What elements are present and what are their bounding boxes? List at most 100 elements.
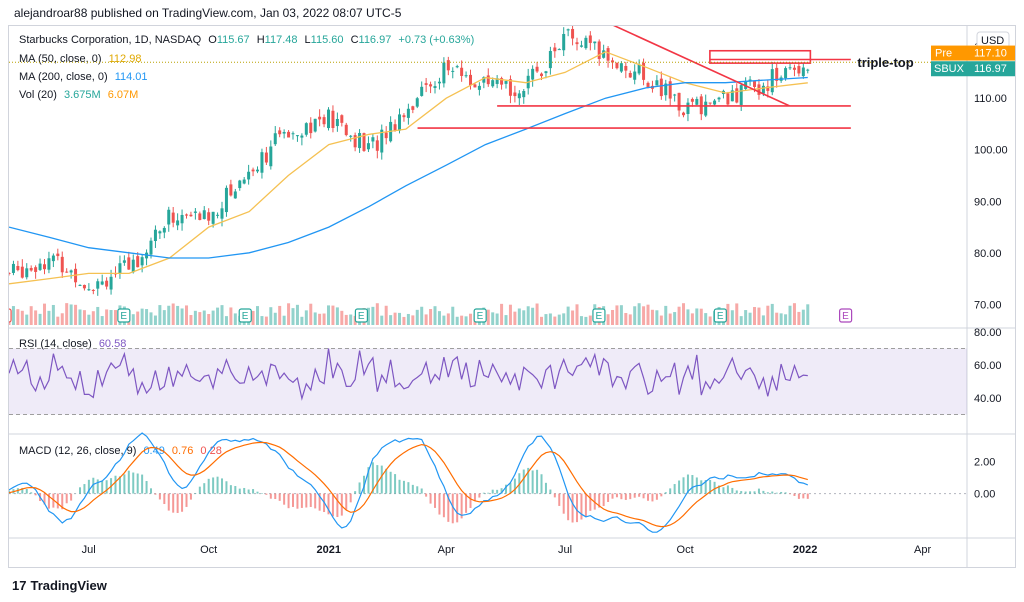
candle-body	[469, 74, 473, 86]
macd-hist-bar	[96, 479, 99, 494]
macd-hist-bar	[615, 493, 618, 498]
candle-body	[695, 98, 699, 105]
candle-body	[344, 124, 348, 136]
volume-bar	[797, 311, 801, 325]
macd-hist-bar	[793, 493, 796, 496]
candle-body	[784, 68, 788, 79]
candle-body	[100, 281, 104, 285]
candle-body	[682, 112, 686, 116]
volume-bar	[202, 310, 206, 325]
macd-hist-bar	[203, 483, 206, 494]
volume-bar	[628, 314, 632, 325]
macd-hist-bar	[402, 480, 405, 494]
vol-value: 3.675M	[63, 89, 101, 101]
volume-bar	[770, 303, 774, 325]
volume-bar	[176, 305, 180, 325]
volume-bar	[87, 314, 91, 325]
macd-hist-bar	[434, 493, 437, 508]
volume-bar	[464, 316, 468, 325]
volume-bar	[65, 303, 69, 325]
macd-hist-bar	[580, 493, 583, 520]
candle-body	[193, 211, 197, 213]
candle-body	[20, 266, 24, 278]
volume-bar	[491, 312, 495, 325]
open-value: 115.67	[216, 34, 250, 46]
macd-hist-bar	[744, 491, 747, 494]
chart-frame[interactable]: Starbucks Corporation, 1D, NASDAQ O115.6…	[8, 25, 1016, 568]
candle-body	[637, 64, 641, 74]
volume-bar	[571, 310, 575, 325]
candle-body	[251, 169, 255, 172]
vol-label: Vol (20)	[19, 89, 57, 101]
volume-bar	[29, 306, 33, 325]
volume-bar	[739, 316, 743, 325]
macd-hist-bar	[740, 491, 743, 494]
candle-body	[673, 94, 677, 96]
candle-body	[335, 118, 339, 127]
volume-bar	[757, 307, 761, 325]
volume-bar	[11, 306, 15, 325]
volume-bar	[486, 309, 490, 325]
candle-body	[375, 140, 379, 151]
macd-hist-bar	[154, 493, 157, 495]
volume-bar	[260, 316, 264, 325]
macd-hist-bar	[56, 493, 59, 509]
macd-hist-bar	[234, 486, 237, 494]
macd-hist-bar	[136, 473, 139, 494]
volume-bar	[708, 316, 712, 325]
volume-bar	[264, 316, 268, 325]
volume-bar	[349, 314, 353, 325]
macd-hist-bar	[558, 493, 561, 506]
macd-hist-bar	[784, 492, 787, 494]
macd-hist-bar	[704, 480, 707, 494]
volume-bar	[451, 306, 455, 325]
volume-bar	[313, 312, 317, 325]
tradingview-logo[interactable]: 17 TradingView	[12, 578, 107, 593]
volume-bar	[16, 309, 20, 325]
volume-bar	[566, 306, 570, 325]
candle-body	[269, 146, 273, 167]
earnings-marker	[839, 308, 853, 323]
x-axis-label: Oct	[677, 544, 694, 556]
rsi-tick-label: 40.00	[974, 393, 1002, 405]
candle-body	[735, 88, 739, 103]
macd-hist-bar	[682, 477, 685, 494]
macd-hist-bar	[83, 484, 86, 494]
candle-body	[69, 270, 73, 273]
macd-hist-bar	[766, 492, 769, 494]
volume-bar	[273, 312, 277, 325]
macd-hist-bar	[207, 478, 210, 494]
macd-hist-bar	[127, 470, 130, 494]
macd-hist-bar	[478, 493, 481, 498]
macd-hist-bar	[394, 474, 397, 494]
macd-hist-bar	[65, 493, 68, 504]
macd-hist-bar	[314, 493, 317, 509]
candle-body	[482, 77, 486, 83]
candle-body	[180, 214, 184, 224]
candle-body	[562, 33, 566, 51]
volume-bar	[411, 315, 415, 325]
candle-body	[11, 263, 15, 273]
candle-body	[606, 48, 610, 61]
volume-bar	[251, 310, 255, 325]
macd-hist-bar	[629, 493, 632, 500]
candle-body	[189, 214, 193, 217]
volume-bar	[131, 314, 135, 325]
volume-bar	[726, 303, 730, 325]
macd-hist-bar	[87, 479, 90, 494]
volume-bar	[100, 316, 104, 325]
volume-bar	[105, 309, 109, 325]
candle-body	[575, 42, 579, 45]
macd-hist-bar	[527, 467, 530, 494]
candle-body	[327, 109, 331, 129]
macd-hist-bar	[163, 493, 166, 505]
candle-body	[278, 130, 282, 135]
price-tick-label: 80.00	[974, 248, 1002, 260]
triple-top-annotation: triple-top	[857, 55, 913, 70]
candle-body	[446, 60, 450, 71]
candle-body	[664, 83, 668, 96]
volume-bar	[309, 303, 313, 325]
chart-canvas[interactable]: triple-topEEEEEEEE120.00110.00100.0090.0…	[9, 26, 1015, 567]
candle-body	[233, 191, 237, 199]
volume-bar	[806, 304, 810, 325]
